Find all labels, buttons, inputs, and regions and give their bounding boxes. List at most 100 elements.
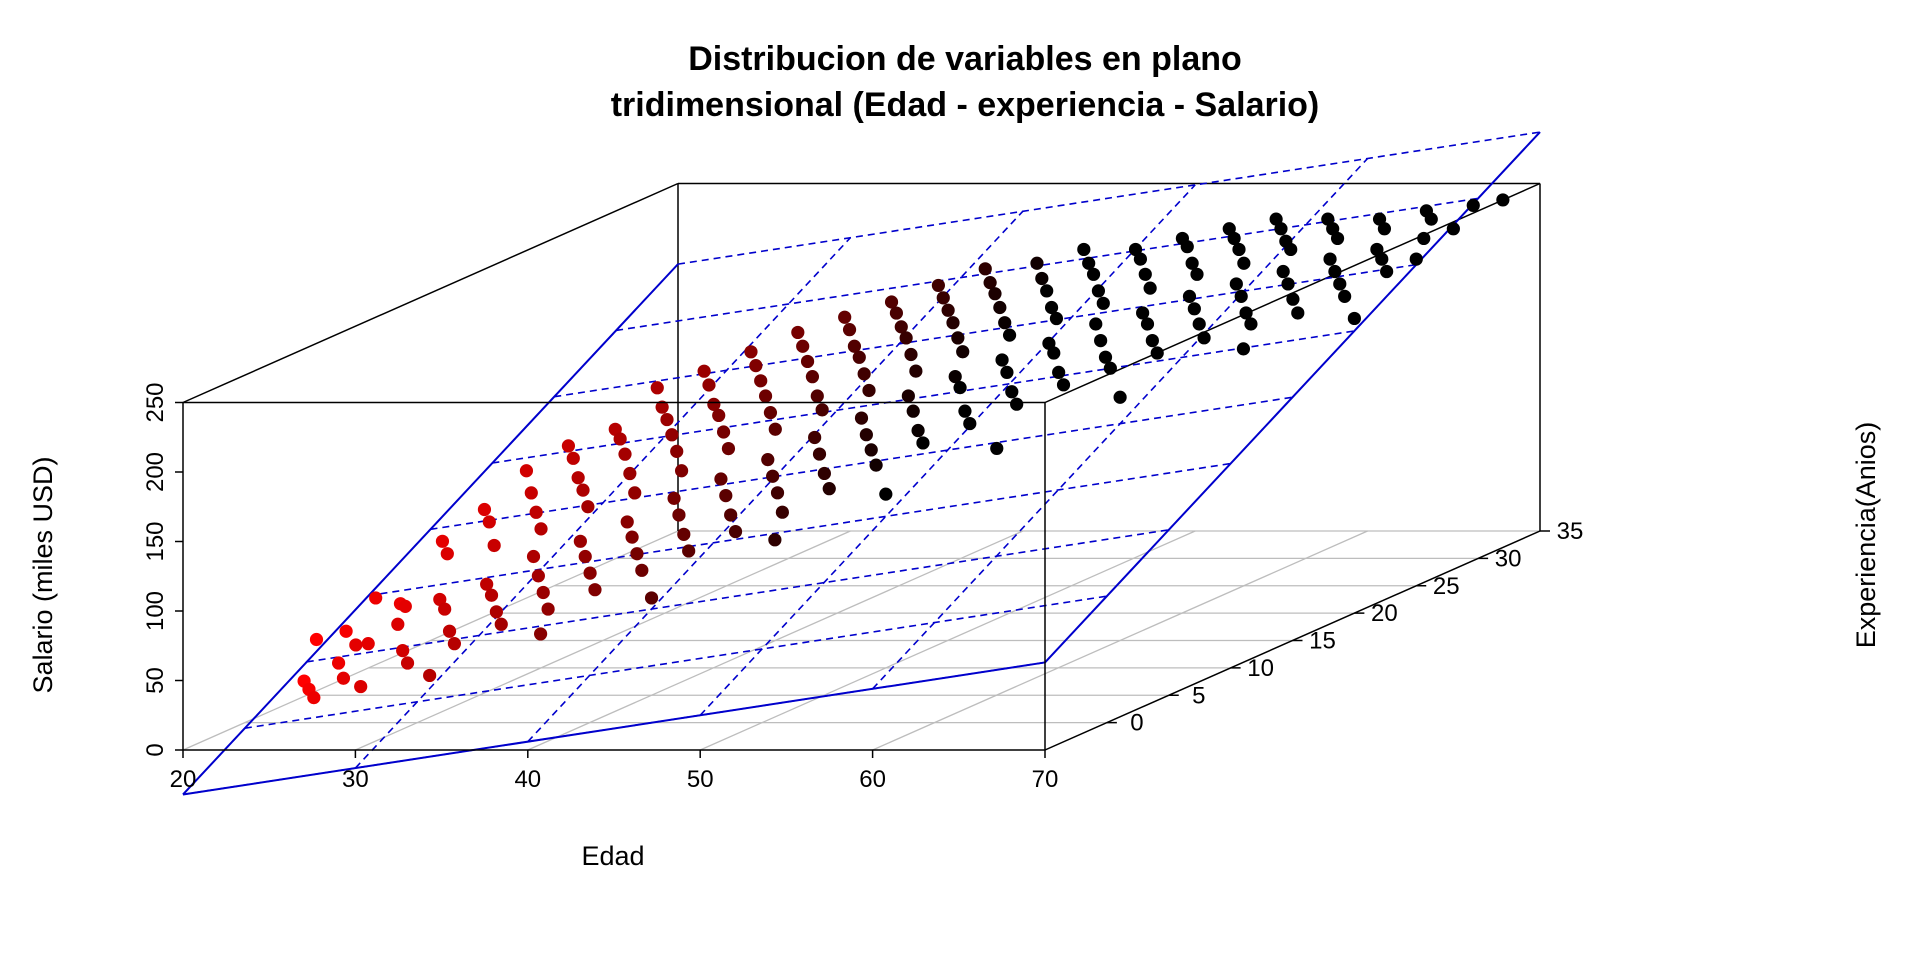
data-point: [1409, 252, 1423, 266]
data-point: [911, 423, 925, 438]
data-point: [1227, 231, 1241, 246]
data-point: [1082, 256, 1096, 270]
data-point: [628, 486, 642, 500]
data-point: [618, 447, 632, 461]
data-point: [721, 441, 736, 456]
z-tick-label: 0: [142, 743, 169, 756]
data-point: [838, 310, 852, 324]
data-point: [1333, 277, 1347, 291]
data-point: [1424, 212, 1438, 226]
data-point: [916, 436, 930, 450]
data-point: [852, 350, 866, 364]
data-point: [1089, 317, 1103, 331]
y-tick-label: 15: [1309, 628, 1336, 655]
data-point: [901, 389, 915, 403]
data-point: [1276, 264, 1290, 279]
data-point: [712, 408, 726, 423]
data-point: [1047, 346, 1061, 360]
data-point: [822, 482, 836, 496]
data-point: [536, 585, 550, 600]
data-point: [682, 544, 696, 558]
data-point: [931, 278, 945, 293]
data-point: [576, 483, 590, 497]
data-point: [519, 464, 534, 478]
data-point: [573, 534, 587, 548]
data-point: [707, 397, 721, 411]
data-point: [948, 369, 962, 384]
data-point: [1496, 193, 1510, 207]
data-point: [1182, 289, 1197, 303]
floor-grid: [182, 530, 1541, 751]
data-point: [534, 627, 548, 641]
data-point: [1136, 306, 1150, 320]
data-point: [951, 331, 965, 345]
data-point: [1133, 252, 1148, 266]
plane-border: [1044, 131, 1541, 664]
data-point: [423, 668, 437, 683]
data-point: [884, 295, 899, 309]
data-point: [400, 656, 415, 670]
data-point: [484, 588, 499, 602]
data-point: [1229, 277, 1243, 291]
data-point: [1281, 277, 1295, 291]
data-point: [650, 381, 664, 395]
data-points: [297, 193, 1510, 705]
data-point: [1077, 242, 1091, 257]
data-point: [588, 583, 602, 597]
data-point: [672, 508, 686, 522]
data-point: [561, 439, 576, 453]
z-tick-label: 250: [142, 382, 169, 422]
z-tick-label: 100: [142, 591, 169, 631]
data-point: [889, 306, 904, 320]
data-point: [1328, 264, 1342, 279]
data-point: [953, 381, 967, 395]
data-point: [909, 364, 923, 378]
data-point: [677, 527, 691, 541]
data-point: [702, 378, 716, 392]
data-point: [1138, 267, 1152, 281]
data-point: [714, 472, 728, 486]
data-point: [494, 617, 508, 631]
plane-line-y: [368, 462, 1231, 597]
data-point: [1143, 281, 1157, 295]
data-point: [988, 287, 1002, 301]
data-point: [956, 345, 970, 359]
data-point: [391, 617, 405, 631]
data-point: [625, 530, 639, 544]
data-point: [1236, 342, 1251, 356]
data-point: [665, 428, 679, 442]
z-tick-label: 200: [142, 452, 169, 492]
data-point: [716, 425, 731, 439]
data-point: [396, 644, 410, 658]
data-point: [1284, 242, 1298, 257]
data-point: [995, 353, 1009, 367]
data-point: [1000, 365, 1014, 379]
data-point: [480, 577, 494, 591]
y-tick-label: 20: [1371, 600, 1398, 627]
data-point: [763, 406, 778, 420]
data-point: [1377, 222, 1392, 236]
data-point: [1035, 271, 1049, 286]
data-point: [761, 453, 775, 467]
data-point: [963, 416, 977, 431]
data-point: [1145, 334, 1159, 348]
data-point: [477, 502, 492, 517]
data-point: [842, 323, 857, 337]
data-point: [566, 451, 580, 465]
data-point: [1417, 231, 1431, 246]
data-point: [349, 638, 363, 652]
chart-title-line2: tridimensional (Edad - experiencia - Sal…: [611, 86, 1320, 124]
data-point: [1185, 256, 1199, 270]
data-point: [1347, 311, 1361, 326]
data-point: [815, 403, 829, 417]
data-point: [581, 500, 595, 514]
data-point: [630, 547, 644, 561]
data-point: [578, 549, 592, 564]
data-point: [1239, 306, 1253, 320]
data-point: [946, 316, 960, 330]
data-point: [936, 291, 950, 305]
data-point: [800, 354, 815, 369]
data-point: [442, 624, 457, 638]
